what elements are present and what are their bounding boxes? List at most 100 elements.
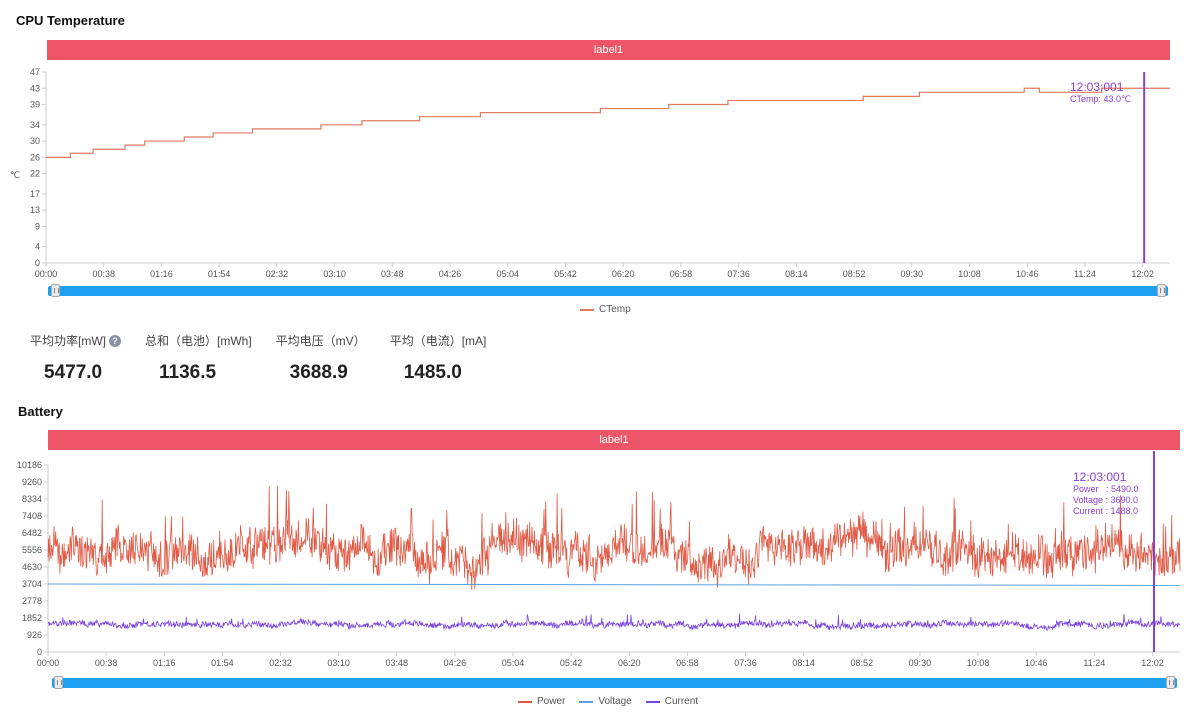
stat-avg-current-value: 1485.0	[403, 362, 462, 383]
x-tick-label: 04:26	[444, 658, 467, 668]
y-tick-label: 26	[30, 152, 40, 162]
x-tick-label: 09:30	[901, 269, 924, 279]
x-tick-label: 00:00	[37, 658, 60, 668]
y-tick-label: 4	[35, 242, 40, 252]
x-tick-label: 05:04	[496, 269, 519, 279]
x-tick-label: 01:54	[208, 269, 231, 279]
legend-item-voltage[interactable]: Voltage	[579, 696, 632, 707]
power-series-line	[47, 485, 1181, 590]
current-series-line	[47, 613, 1181, 631]
battery-tooltip-power: Power : 5490.0	[1073, 484, 1139, 494]
x-tick-label: 06:58	[676, 658, 699, 668]
x-tick-label: 07:36	[734, 658, 757, 668]
x-tick-label: 01:16	[153, 658, 176, 668]
legend-item-ctemp[interactable]: CTemp	[580, 304, 631, 315]
battery-stats-row: 平均功率[mW] ? 5477.0 总和（电池）[mWh] 1136.5 平均电…	[30, 332, 510, 384]
x-tick-label: 11:24	[1083, 658, 1105, 668]
battery-zoom-handle-left[interactable]	[54, 676, 63, 689]
x-tick-label: 02:32	[269, 658, 292, 668]
cpu-zoom-slider[interactable]	[48, 286, 1168, 296]
y-axis-label: ℃	[10, 170, 20, 180]
x-tick-label: 07:36	[727, 269, 750, 279]
y-tick-label: 43	[30, 83, 40, 93]
battery-section-title: Battery	[18, 404, 63, 419]
cpu-zoom-handle-right[interactable]	[1157, 284, 1166, 297]
battery-tooltip-voltage: Voltage : 3690.0	[1073, 495, 1139, 505]
x-tick-label: 06:20	[618, 658, 641, 668]
x-tick-label: 10:46	[1016, 269, 1039, 279]
battery-zoom-handle-right[interactable]	[1166, 676, 1175, 689]
y-tick-label: 1852	[22, 613, 42, 623]
battery-chart-banner: label1	[48, 430, 1180, 450]
x-tick-label: 02:32	[266, 269, 289, 279]
stat-avg-power-label: 平均功率[mW] ?	[30, 332, 121, 349]
stat-avg-power-label-text: 平均功率[mW]	[30, 334, 106, 348]
cpu-cursor-tooltip: 12:03:001 CTemp: 43.0℃	[1070, 80, 1131, 105]
cpu-zoom-handle-left[interactable]	[51, 284, 60, 297]
y-tick-label: 34	[30, 120, 40, 130]
x-tick-label: 12:02	[1141, 658, 1164, 668]
y-tick-label: 22	[30, 169, 40, 179]
x-tick-label: 03:10	[323, 269, 346, 279]
stat-avg-voltage-label: 平均电压（mV）	[275, 334, 366, 348]
y-tick-label: 9260	[22, 477, 42, 487]
legend-swatch-ctemp	[580, 308, 594, 311]
x-tick-label: 00:38	[92, 269, 115, 279]
help-icon[interactable]: ?	[109, 334, 121, 347]
y-tick-label: 30	[30, 136, 40, 146]
x-tick-label: 10:08	[958, 269, 981, 279]
y-tick-label: 926	[27, 630, 42, 640]
y-tick-label: 3704	[22, 579, 42, 589]
legend-item-current[interactable]: Current	[645, 696, 699, 707]
x-tick-label: 01:54	[211, 658, 234, 668]
x-tick-label: 08:14	[785, 269, 808, 279]
x-tick-label: 05:42	[554, 269, 577, 279]
stat-avg-voltage: 平均电压（mV） 3688.9	[276, 332, 366, 384]
ctemp-series-line	[46, 87, 1170, 158]
x-tick-label: 10:46	[1025, 658, 1048, 668]
battery-legend: Power Voltage Current	[518, 696, 698, 707]
cpu-temperature-chart[interactable]: 0 4 9 13 17 22 26 30 34 39 43 47 00:00 00:38 01:16 01:5…	[0, 0, 1200, 290]
stat-avg-power-value: 5477.0	[44, 362, 103, 383]
legend-label-current: Current	[664, 696, 699, 707]
legend-swatch-voltage	[579, 700, 594, 703]
y-tick-label: 47	[30, 67, 40, 77]
stat-avg-current-label: 平均（电流）[mA]	[389, 334, 487, 348]
legend-label-power: Power	[537, 696, 566, 707]
stat-total-battery-value: 1136.5	[159, 362, 217, 383]
cpu-legend: CTemp	[580, 304, 631, 315]
x-tick-label: 03:48	[381, 269, 404, 279]
x-tick-label: 06:20	[612, 269, 635, 279]
y-tick-label: 13	[30, 205, 40, 215]
legend-label-voltage: Voltage	[598, 696, 632, 707]
x-tick-label: 10:08	[967, 658, 990, 668]
legend-label-ctemp: CTemp	[599, 304, 631, 315]
legend-swatch-power	[518, 700, 532, 703]
stat-avg-current: 平均（电流）[mA] 1485.0	[390, 332, 487, 384]
y-tick-label: 2778	[22, 596, 42, 606]
stat-avg-power: 平均功率[mW] ? 5477.0	[30, 332, 121, 384]
y-tick-label: 17	[30, 189, 40, 199]
cpu-tooltip-time: 12:03:001	[1070, 80, 1124, 94]
x-tick-label: 05:42	[560, 658, 583, 668]
legend-item-power[interactable]: Power	[518, 696, 565, 707]
x-tick-label: 08:52	[851, 658, 874, 668]
x-tick-label: 04:26	[439, 269, 462, 279]
y-tick-label: 9	[35, 221, 40, 231]
x-tick-label: 09:30	[909, 658, 932, 668]
y-tick-label: 7408	[22, 511, 42, 521]
x-tick-label: 03:48	[386, 658, 409, 668]
x-tick-label: 03:10	[327, 658, 350, 668]
x-tick-label: 05:04	[502, 658, 525, 668]
x-tick-label: 08:52	[843, 269, 866, 279]
x-tick-label: 11:24	[1074, 269, 1096, 279]
battery-chart[interactable]: 0 926 1852 2778 3704 4630 5556 6482 7408 8334 9260…	[0, 450, 1200, 700]
y-tick-label: 4630	[22, 562, 42, 572]
stat-total-battery-label: 总和（电池）[mWh]	[145, 334, 252, 348]
x-tick-label: 01:16	[150, 269, 173, 279]
battery-zoom-slider[interactable]	[52, 678, 1177, 688]
stat-total-battery: 总和（电池）[mWh] 1136.5	[145, 332, 252, 384]
cpu-tooltip-value: CTemp: 43.0℃	[1070, 94, 1132, 104]
y-tick-label: 10186	[17, 460, 42, 470]
y-tick-label: 8334	[22, 494, 42, 504]
